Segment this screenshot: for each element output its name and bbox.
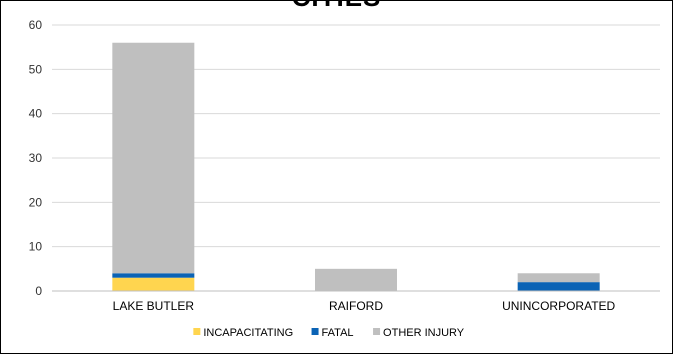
- y-tick-label: 60: [29, 18, 43, 32]
- bar-segment-fatal: [517, 282, 600, 291]
- bar-segment-other-injury: [517, 273, 600, 283]
- legend: INCAPACITATING FATAL OTHER INJURY: [193, 327, 465, 339]
- bar-segment-fatal: [112, 273, 195, 278]
- bar-segment-other-injury: [315, 268, 397, 291]
- category-label: RAIFORD: [329, 299, 383, 313]
- chart-title: CITIES: [0, 0, 673, 12]
- y-tick-label: 50: [29, 62, 43, 76]
- legend-swatch: [373, 328, 381, 335]
- y-tick-label: 0: [35, 284, 42, 298]
- legend-label: OTHER INJURY: [383, 327, 465, 339]
- category-label: UNINCORPORATED: [502, 299, 615, 313]
- bars: [112, 42, 600, 291]
- category-label: LAKE BUTLER: [113, 299, 195, 313]
- legend-label: FATAL: [322, 327, 354, 339]
- y-tick-label: 20: [29, 195, 43, 209]
- y-tick-label: 40: [29, 107, 43, 121]
- legend-swatch: [193, 328, 201, 335]
- y-tick-label: 30: [29, 151, 43, 165]
- y-axis-ticks: 0 10 20 30 40 50 60: [29, 18, 43, 298]
- legend-label: INCAPACITATING: [203, 327, 293, 339]
- legend-swatch: [311, 328, 319, 335]
- x-axis-categories: LAKE BUTLER RAIFORD UNINCORPORATED: [113, 299, 616, 313]
- y-tick-label: 10: [29, 240, 43, 254]
- bar-segment-incapacitating: [112, 277, 195, 291]
- bar-segment-other-injury: [112, 42, 195, 274]
